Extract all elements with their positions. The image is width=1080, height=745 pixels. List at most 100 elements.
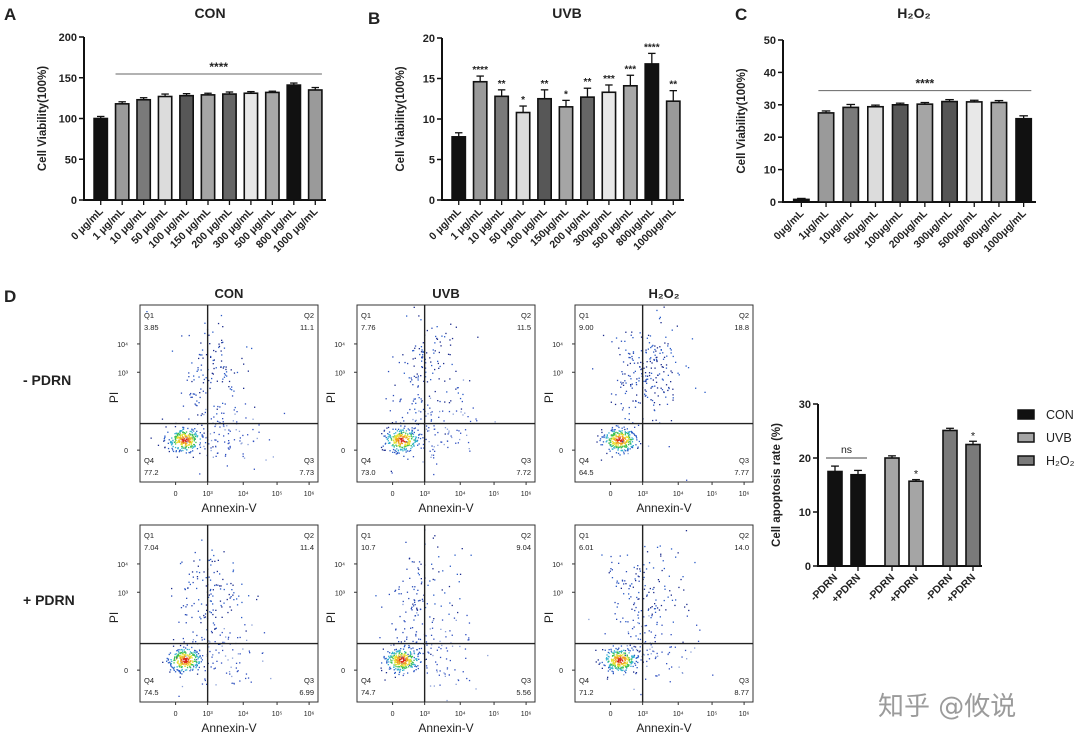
event-dot: [604, 633, 606, 635]
event-dot: [449, 659, 451, 662]
event-dot: [248, 595, 250, 597]
event-dot: [617, 442, 619, 444]
event-dot: [617, 445, 619, 447]
event-dot: [232, 570, 234, 573]
event-dot: [408, 664, 411, 666]
event-dot: [620, 439, 623, 441]
event-dot: [405, 667, 407, 669]
event-dot: [620, 659, 622, 661]
event-dot: [440, 441, 442, 443]
event-dot: [620, 654, 623, 657]
event-dot: [395, 437, 398, 439]
event-dot: [640, 368, 642, 371]
event-dot: [436, 326, 438, 328]
event-dot: [204, 670, 206, 672]
event-dot: [197, 610, 199, 612]
quadrant-name: Q3: [521, 676, 531, 685]
event-dot: [614, 447, 616, 449]
event-dot: [186, 657, 188, 659]
event-dot: [185, 435, 188, 438]
event-dot: [396, 660, 399, 662]
event-dot: [185, 663, 187, 665]
event-dot: [631, 432, 633, 434]
event-dot: [640, 443, 642, 445]
event-dot: [622, 407, 624, 409]
row-label: + PDRN: [23, 592, 75, 608]
event-dot: [433, 618, 435, 620]
event-dot: [453, 617, 456, 619]
event-dot: [610, 648, 612, 650]
event-dot: [196, 651, 198, 654]
event-dot: [444, 592, 446, 594]
event-dot: [408, 660, 410, 662]
event-dot: [184, 445, 186, 447]
event-dot: [613, 651, 615, 653]
event-dot: [235, 429, 237, 431]
event-dot: [177, 433, 179, 435]
event-dot: [634, 662, 636, 665]
event-dot: [400, 665, 402, 667]
event-dot: [190, 443, 193, 445]
event-dot: [632, 359, 634, 361]
event-dot: [617, 669, 619, 671]
event-dot: [418, 561, 421, 563]
event-dot: [180, 660, 182, 662]
quadrant-value: 9.00: [579, 323, 594, 332]
event-dot: [194, 438, 196, 440]
event-dot: [432, 349, 434, 351]
event-dot: [385, 672, 388, 674]
event-dot: [615, 443, 617, 445]
event-dot: [391, 422, 394, 424]
event-dot: [624, 418, 626, 420]
event-dot: [454, 554, 456, 556]
event-dot: [614, 403, 617, 406]
event-dot: [196, 673, 199, 675]
event-dot: [181, 662, 183, 664]
event-dot: [408, 435, 410, 438]
event-dot: [181, 335, 183, 337]
event-dot: [402, 436, 404, 438]
event-dot: [616, 657, 619, 659]
event-dot: [188, 438, 190, 441]
event-dot: [399, 661, 401, 663]
event-dot: [187, 439, 189, 442]
event-dot: [667, 653, 669, 655]
event-dot: [417, 653, 420, 655]
event-dot: [603, 664, 605, 666]
event-dot: [622, 373, 624, 375]
event-dot: [222, 378, 224, 380]
event-dot: [423, 380, 425, 382]
event-dot: [422, 652, 424, 655]
event-dot: [667, 653, 669, 656]
event-dot: [188, 654, 190, 656]
event-dot: [401, 661, 403, 663]
event-dot: [408, 666, 410, 668]
event-dot: [389, 652, 391, 654]
event-dot: [616, 582, 618, 584]
significance-label: **: [669, 80, 677, 91]
event-dot: [614, 662, 616, 664]
event-dot: [638, 380, 640, 382]
event-dot: [655, 599, 657, 601]
event-dot: [619, 654, 622, 656]
event-dot: [235, 662, 238, 664]
event-dot: [228, 442, 230, 444]
event-dot: [619, 658, 621, 660]
event-dot: [646, 375, 649, 377]
event-dot: [409, 432, 411, 434]
event-dot: [402, 667, 404, 669]
event-dot: [205, 585, 207, 587]
event-dot: [196, 571, 198, 573]
event-dot: [219, 422, 221, 424]
event-dot: [401, 653, 403, 655]
event-dot: [231, 395, 234, 397]
event-dot: [651, 615, 653, 617]
event-dot: [389, 410, 391, 412]
event-dot: [627, 632, 630, 635]
event-dot: [196, 370, 198, 372]
event-dot: [236, 411, 238, 413]
event-dot: [387, 651, 389, 653]
event-dot: [417, 385, 419, 387]
event-dot: [396, 663, 398, 666]
significance-label: ****: [209, 60, 228, 74]
